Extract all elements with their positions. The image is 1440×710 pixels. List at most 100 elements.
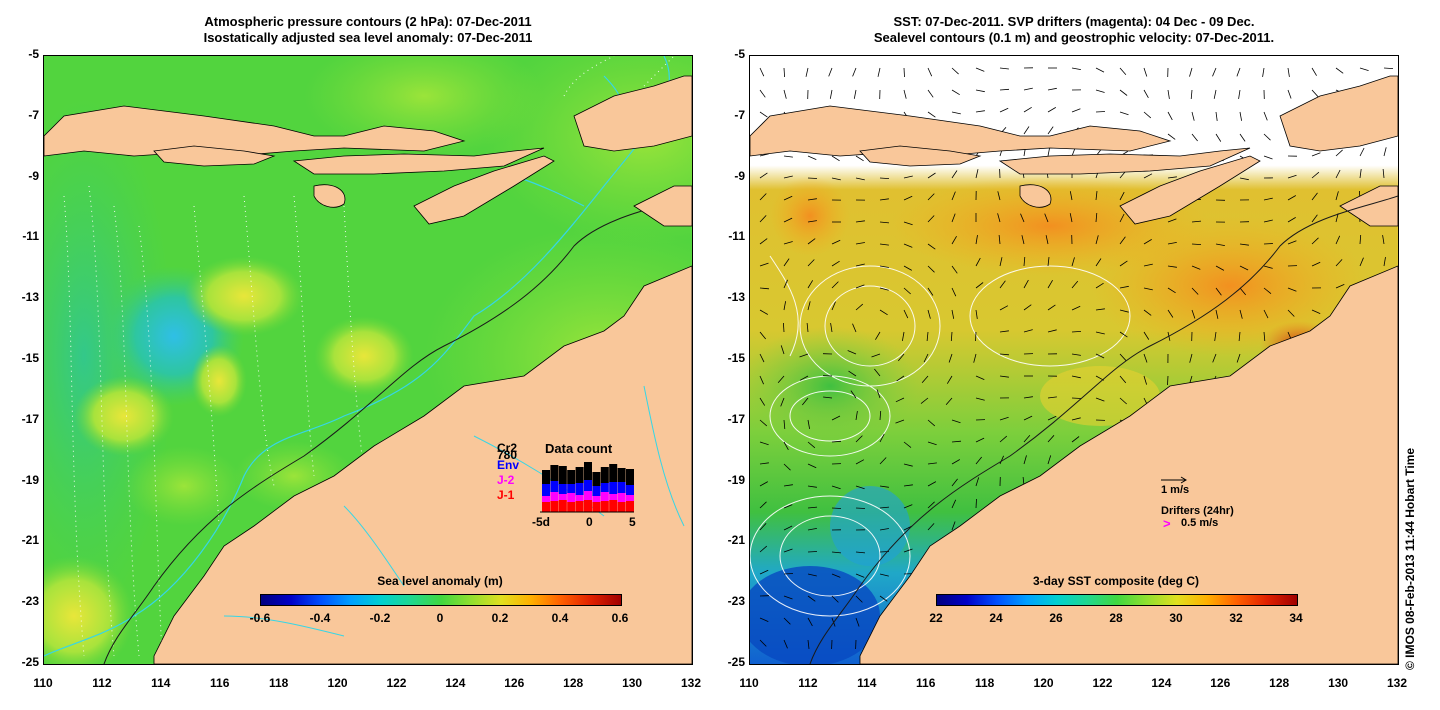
velocity-arrow bbox=[1335, 169, 1341, 179]
velocity-arrow bbox=[1311, 152, 1321, 157]
data-count-bar-segment bbox=[567, 470, 576, 484]
velocity-arrow bbox=[1023, 126, 1030, 135]
velocity-arrow bbox=[1095, 111, 1106, 113]
velocity-arrow bbox=[879, 177, 890, 179]
right-cbar-labels-item: 32 bbox=[1229, 611, 1243, 625]
data-count-bar-segment bbox=[592, 486, 601, 496]
velocity-arrow bbox=[1215, 243, 1225, 246]
velocity-arrow bbox=[855, 242, 865, 245]
velocity-arrow bbox=[1263, 111, 1268, 121]
velocity-arrow bbox=[855, 617, 860, 627]
velocity-arrow bbox=[783, 617, 791, 625]
velocity-arrow bbox=[1167, 218, 1177, 223]
velocity-arrow bbox=[903, 548, 913, 553]
data-count-bar-segment bbox=[617, 502, 626, 512]
velocity-arrow bbox=[783, 67, 785, 78]
velocity-arrow bbox=[759, 193, 767, 201]
velocity-arrow bbox=[759, 172, 768, 179]
velocity-arrow bbox=[1071, 108, 1081, 113]
australia-land bbox=[153, 265, 692, 664]
drifters-scale-label: 0.5 m/s bbox=[1181, 517, 1219, 529]
velocity-arrow bbox=[874, 368, 881, 377]
velocity-arrow bbox=[999, 305, 1009, 311]
left-cbar-labels-item: -0.2 bbox=[369, 611, 391, 625]
velocity-arrow bbox=[759, 481, 768, 487]
data-count-bar-segment bbox=[558, 494, 567, 500]
velocity-arrow bbox=[1023, 329, 1033, 333]
data-count-bar-segment bbox=[584, 491, 592, 500]
data-count-bar-segment bbox=[575, 483, 584, 495]
velocity-arrow bbox=[855, 459, 865, 465]
velocity-arrow bbox=[759, 419, 768, 427]
left-title-line2: Isostatically adjusted sea level anomaly… bbox=[203, 30, 533, 45]
velocity-arrow bbox=[831, 260, 840, 267]
data-count-bar-segment bbox=[609, 500, 618, 512]
velocity-arrow bbox=[1023, 304, 1032, 311]
velocity-arrow bbox=[783, 301, 786, 311]
velocity-arrow bbox=[1239, 111, 1242, 121]
sst-colorbar-title: 3-day SST composite (deg C) bbox=[1032, 574, 1200, 588]
velocity-arrow bbox=[783, 155, 793, 158]
velocity-arrow bbox=[1191, 243, 1202, 245]
data-count-axis-start: -5d bbox=[532, 515, 550, 529]
right-xtick: 130 bbox=[1328, 676, 1349, 690]
velocity-arrow bbox=[951, 499, 957, 509]
velocity-arrow bbox=[831, 281, 839, 289]
velocity-arrow bbox=[1239, 177, 1249, 181]
data-count-bar-segment bbox=[626, 495, 634, 501]
velocity-arrow bbox=[855, 507, 866, 509]
velocity-arrow bbox=[1215, 309, 1219, 319]
velocity-arrow bbox=[1212, 353, 1217, 363]
velocity-arrow bbox=[1095, 397, 1105, 402]
velocity-arrow bbox=[879, 485, 889, 488]
velocity-arrow bbox=[1023, 106, 1032, 113]
velocity-arrow bbox=[783, 504, 793, 509]
velocity-arrow bbox=[927, 193, 935, 201]
velocity-arrow bbox=[903, 441, 912, 448]
velocity-arrow bbox=[807, 177, 818, 179]
sea-level-anomaly-field bbox=[44, 56, 692, 664]
velocity-arrow bbox=[1047, 435, 1055, 443]
velocity-arrow bbox=[1044, 213, 1049, 223]
velocity-arrow bbox=[875, 331, 881, 340]
velocity-arrow bbox=[777, 375, 785, 384]
velocity-arrow bbox=[999, 330, 1009, 333]
velocity-arrow bbox=[783, 639, 788, 649]
velocity-arrow bbox=[1263, 331, 1266, 342]
velocity-arrow bbox=[999, 257, 1003, 267]
velocity-arrow bbox=[975, 89, 985, 93]
velocity-arrow bbox=[1095, 191, 1098, 201]
velocity-arrow bbox=[927, 215, 935, 223]
velocity-arrow bbox=[902, 331, 905, 341]
velocity-arrow bbox=[927, 309, 931, 319]
sea-level-anomaly-map[interactable] bbox=[43, 55, 693, 665]
velocity-arrow bbox=[806, 322, 809, 333]
left-xtick: 128 bbox=[563, 676, 584, 690]
right-title-line2: Sealevel contours (0.1 m) and geostrophi… bbox=[873, 30, 1275, 45]
velocity-arrow bbox=[847, 350, 857, 355]
velocity-arrow bbox=[1191, 133, 1198, 142]
left-xtick: 122 bbox=[386, 676, 407, 690]
velocity-arrow bbox=[1119, 309, 1129, 313]
velocity-arrow bbox=[975, 282, 984, 289]
velocity-arrow bbox=[895, 397, 905, 403]
velocity-arrow bbox=[855, 573, 865, 578]
left-ytick: -23 bbox=[21, 594, 39, 609]
left-title: Atmospheric pressure contours (2 hPa): 0… bbox=[43, 14, 693, 46]
velocity-arrow bbox=[823, 396, 833, 399]
velocity-arrow bbox=[975, 375, 985, 380]
velocity-arrow bbox=[807, 155, 817, 160]
sst-map[interactable]: 1 m/s Drifters (24hr) > 0.5 m/s bbox=[749, 55, 1399, 665]
velocity-arrow bbox=[903, 309, 909, 319]
data-count-bar-segment bbox=[626, 501, 634, 512]
velocity-arrow bbox=[1119, 67, 1127, 76]
velocity-arrow bbox=[1143, 173, 1153, 179]
velocity-arrow bbox=[926, 331, 929, 342]
velocity-arrow bbox=[1047, 415, 1057, 421]
velocity-arrow bbox=[1287, 287, 1297, 292]
velocity-arrow bbox=[1215, 111, 1218, 121]
data-count-bar-segment bbox=[550, 465, 559, 481]
left-cbar-labels-item: 0 bbox=[436, 611, 444, 625]
velocity-arrow bbox=[927, 265, 935, 273]
velocity-arrow bbox=[903, 484, 913, 487]
